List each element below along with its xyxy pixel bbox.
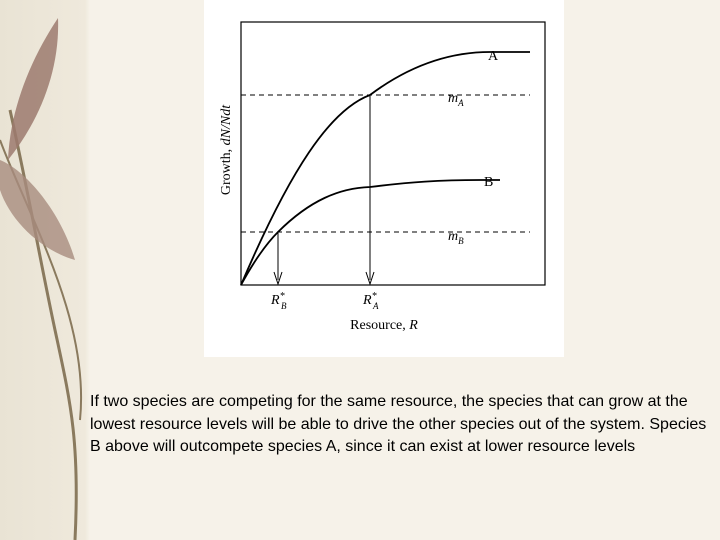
threshold-subscript: A (457, 98, 464, 108)
marker-symbol: R (362, 293, 372, 308)
figure-panel (204, 0, 564, 357)
marker-label: R* B (270, 291, 287, 311)
threshold-symbol: m (448, 229, 458, 244)
curve-a (240, 51, 530, 286)
threshold-label: mB (448, 229, 464, 246)
y-axis-text: Growth, (219, 145, 234, 195)
plot-frame (240, 21, 546, 286)
leaf (0, 160, 75, 260)
leaf (8, 18, 59, 160)
y-axis-label: Growth, dN/Ndt (219, 104, 234, 195)
x-axis-symbol: R (408, 318, 418, 333)
curve-label: A (488, 49, 499, 64)
marker-superscript: * (372, 291, 377, 302)
marker-superscript: * (280, 291, 285, 302)
curve-label: B (484, 175, 493, 190)
curve-b (240, 179, 500, 286)
x-axis-text: Resource, (350, 318, 409, 333)
arrow-head (365, 271, 375, 286)
threshold-symbol: m (448, 91, 458, 106)
y-axis-symbol: dN/Ndt (219, 104, 234, 146)
marker-symbol: R (270, 293, 280, 308)
marker-subscript: A (372, 301, 379, 311)
marker-label: R* A (362, 291, 379, 311)
x-axis-label: Resource, R (350, 318, 418, 333)
threshold-label: mA (448, 91, 464, 108)
arrow-head (273, 271, 283, 286)
plot (240, 21, 546, 286)
marker-subscript: B (281, 301, 287, 311)
caption: If two species are competing for the sam… (90, 393, 707, 455)
threshold-subscript: B (458, 236, 464, 246)
